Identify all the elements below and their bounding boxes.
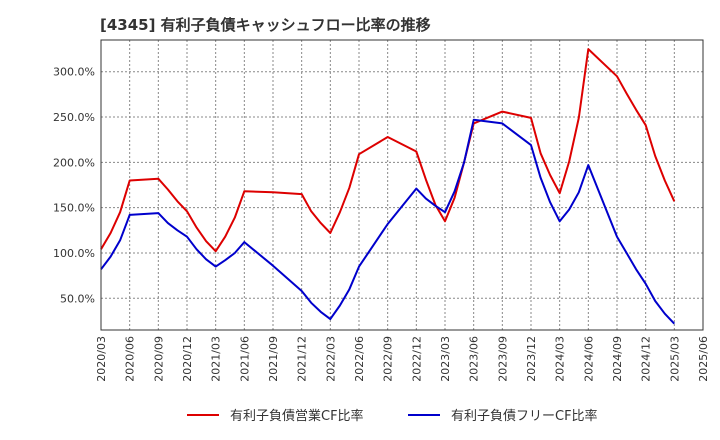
grid-layer: [100, 40, 704, 330]
plot-frame: [100, 39, 704, 331]
x-tick-label: 2020/09: [152, 336, 165, 382]
x-tick-label: 2023/03: [439, 336, 452, 382]
series-layer: [100, 48, 676, 325]
x-tick-label: 2024/12: [640, 336, 653, 382]
y-tick-label: 50.0%: [60, 292, 95, 305]
legend-label-2: 有利子負債フリーCF比率: [451, 408, 598, 424]
x-tick-label: 2021/03: [210, 336, 223, 382]
x-tick-label: 2021/09: [267, 336, 280, 382]
x-tick-label: 2023/09: [496, 336, 509, 382]
x-tick-label: 2021/12: [296, 336, 309, 382]
y-tick-label: 100.0%: [53, 247, 95, 260]
x-tick-label: 2020/06: [124, 336, 137, 382]
x-tick-label: 2021/06: [238, 336, 251, 382]
chart-title: [4345] 有利子負債キャッシュフロー比率の推移: [100, 16, 431, 34]
x-tick-label: 2023/12: [525, 336, 538, 382]
x-tick-label: 2024/03: [554, 336, 567, 382]
x-tick-label: 2022/12: [410, 336, 423, 382]
x-tick-label: 2023/06: [468, 336, 481, 382]
y-tick-labels: 50.0% 100.0% 150.0% 200.0% 250.0% 300.0%: [53, 66, 95, 306]
y-tick-label: 300.0%: [53, 66, 95, 79]
x-tick-labels: 2020/03 2020/06 2020/09 2020/12 2021/03 2021/…: [95, 336, 710, 382]
x-tick-label: 2020/03: [95, 336, 108, 382]
x-tick-label: 2022/03: [324, 336, 337, 382]
legend: 有利子負債営業CF比率 有利子負債フリーCF比率: [187, 408, 598, 424]
y-tick-label: 200.0%: [53, 156, 95, 169]
x-tick-label: 2020/12: [181, 336, 194, 382]
x-tick-label: 2025/03: [668, 336, 681, 382]
x-tick-label: 2024/09: [611, 336, 624, 382]
x-tick-label: 2022/09: [382, 336, 395, 382]
x-tick-label: 2024/06: [582, 336, 595, 382]
x-tick-label: 2025/06: [697, 336, 710, 382]
legend-label-1: 有利子負債営業CF比率: [230, 408, 364, 424]
series-line-1: [100, 48, 676, 253]
y-tick-label: 250.0%: [53, 111, 95, 124]
x-tick-label: 2022/06: [353, 336, 366, 382]
y-tick-label: 150.0%: [53, 202, 95, 215]
series-line-2: [100, 118, 676, 325]
